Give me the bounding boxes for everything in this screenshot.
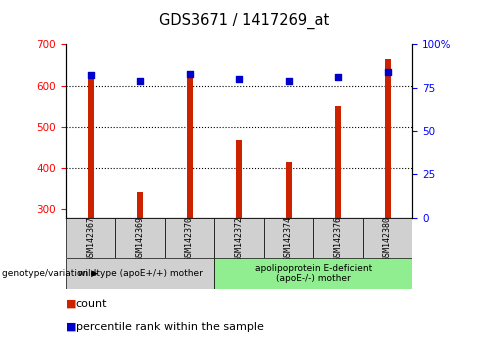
Bar [66, 258, 214, 289]
Text: ■: ■ [66, 322, 77, 332]
Bar [165, 218, 214, 258]
Text: count: count [76, 299, 107, 309]
Bar [385, 59, 390, 218]
Bar [285, 162, 292, 218]
Text: percentile rank within the sample: percentile rank within the sample [76, 322, 264, 332]
Bar [186, 76, 193, 218]
Bar [66, 218, 115, 258]
Point [136, 78, 144, 84]
Text: apolipoprotein E-deficient
(apoE-/-) mother: apolipoprotein E-deficient (apoE-/-) mot… [255, 264, 372, 283]
Bar [236, 140, 242, 218]
Text: GSM142376: GSM142376 [334, 216, 343, 261]
Text: GSM142374: GSM142374 [284, 216, 293, 261]
Point [285, 78, 292, 84]
Bar [115, 218, 165, 258]
Point [334, 74, 342, 80]
Text: GDS3671 / 1417269_at: GDS3671 / 1417269_at [159, 12, 329, 29]
Bar [335, 106, 341, 218]
Bar [264, 218, 313, 258]
Bar [137, 192, 143, 218]
Text: ■: ■ [66, 299, 77, 309]
Text: GSM142372: GSM142372 [235, 216, 244, 261]
Point [87, 73, 95, 78]
Text: GSM142370: GSM142370 [185, 216, 194, 261]
Bar [214, 218, 264, 258]
Bar [363, 218, 412, 258]
Text: GSM142367: GSM142367 [86, 216, 95, 261]
Point [235, 76, 243, 82]
Text: genotype/variation ▶: genotype/variation ▶ [2, 269, 99, 278]
Bar [88, 79, 94, 218]
Text: GSM142380: GSM142380 [383, 216, 392, 261]
Point [186, 71, 194, 76]
Text: wildtype (apoE+/+) mother: wildtype (apoE+/+) mother [78, 269, 203, 278]
Bar [214, 258, 412, 289]
Text: GSM142369: GSM142369 [136, 216, 144, 261]
Point [384, 69, 391, 75]
Bar [313, 218, 363, 258]
